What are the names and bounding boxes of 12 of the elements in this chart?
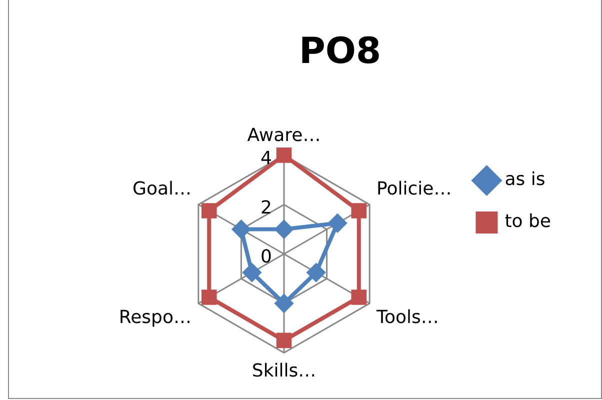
spoke-label: Tools…	[376, 306, 439, 328]
y-tick-label: 4	[260, 148, 272, 169]
legend-label: as is	[504, 169, 546, 190]
legend-label: to be	[504, 211, 552, 232]
y-tick-label: 0	[260, 246, 272, 268]
spoke-label: Policie…	[376, 178, 452, 200]
spoke-label: Aware…	[247, 125, 321, 146]
spoke-label: Goal…	[132, 178, 192, 200]
y-tick-label: 2	[260, 197, 272, 218]
spoke-label: Skills…	[252, 360, 316, 382]
spoke-label: Respo…	[118, 306, 192, 328]
chart-title: PO8	[298, 30, 382, 72]
